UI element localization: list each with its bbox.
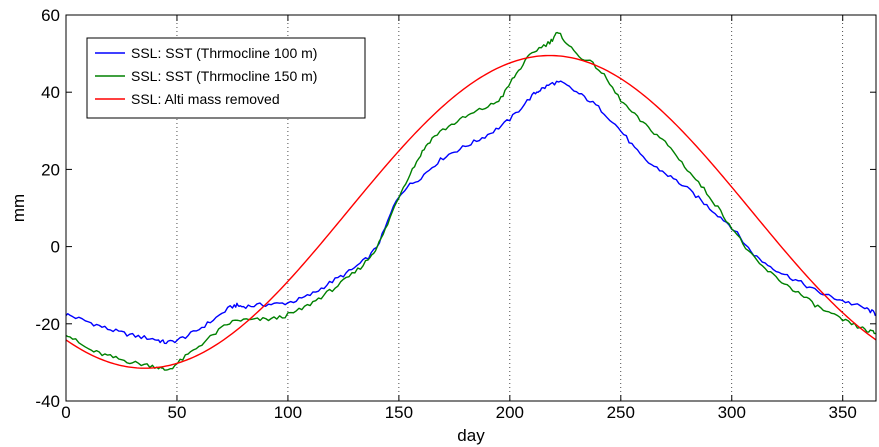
x-tick-label-150: 150 [385,403,413,422]
ticks: 0 50 100 150 200 250 300 350 -40 -20 0 20 40 60 [35,6,876,422]
series-line-2 [65,31,877,371]
y-tick-label-0: 0 [51,238,60,257]
x-tick-label-250: 250 [607,403,635,422]
x-tick-label-300: 300 [718,403,746,422]
y-axis-label: mm [9,194,28,222]
legend-label-3: SSL: Alti mass removed [131,91,280,107]
x-tick-label-200: 200 [496,403,524,422]
x-axis-label: day [457,426,485,445]
x-tick-label-350: 350 [829,403,857,422]
y-tick-label-20: 20 [41,160,60,179]
x-tick-label-100: 100 [274,403,302,422]
y-tick-label-60: 60 [41,6,60,25]
x-tick-label-50: 50 [167,403,186,422]
x-tick-label-0: 0 [61,403,70,422]
plot-frame [65,14,877,402]
y-tick-label-40: 40 [41,83,60,102]
y-tick-label--20: -20 [35,315,60,334]
legend-box [86,37,366,119]
legend: SSL: SST (Thrmocline 100 m) SSL: SST (Thr… [86,37,366,119]
series-group [65,31,877,371]
legend-label-2: SSL: SST (Thrmocline 150 m) [131,68,317,84]
legend-label-1: SSL: SST (Thrmocline 100 m) [131,45,317,61]
y-tick-label--40: -40 [35,392,60,411]
series-line-3 [65,54,877,369]
